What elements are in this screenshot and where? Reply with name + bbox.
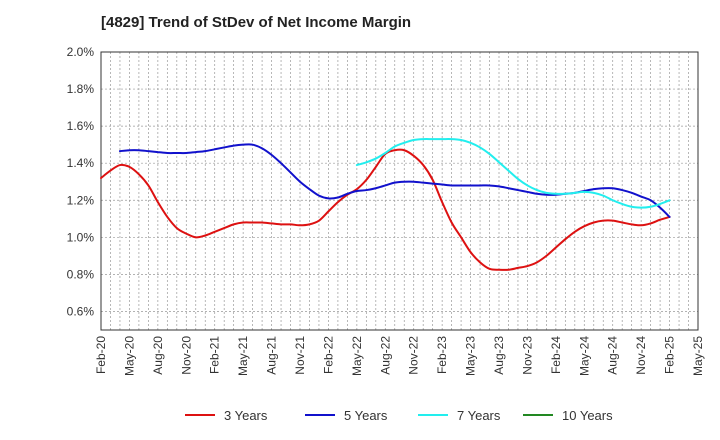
legend: 3 Years 5 Years 7 Years 10 Years (185, 408, 613, 423)
plot-area (101, 52, 698, 330)
x-tick-label: Aug-22 (378, 336, 392, 375)
y-tick-label: 1.8% (67, 82, 95, 96)
x-tick-label: May-22 (350, 336, 364, 376)
series-layer (100, 138, 671, 271)
legend-label-3-years: 3 Years (224, 408, 268, 423)
x-tick-label: May-23 (464, 336, 478, 376)
x-tick-label: Feb-24 (549, 336, 563, 374)
x-tick-label: May-24 (577, 336, 591, 376)
y-tick-label: 2.0% (67, 45, 95, 59)
x-tick-label: Aug-23 (492, 336, 506, 375)
x-tick-label: May-20 (122, 336, 136, 376)
x-tick-label: Nov-24 (634, 336, 648, 375)
x-tick-label: Nov-22 (407, 336, 421, 375)
series-line-7-years (355, 138, 671, 209)
chart-title: [4829] Trend of StDev of Net Income Marg… (101, 14, 412, 31)
x-tick-label: Feb-23 (435, 336, 449, 374)
x-tick-label: Feb-22 (321, 336, 335, 374)
y-tick-label: 1.4% (67, 156, 95, 170)
grid-layer (101, 52, 698, 330)
y-tick-label: 0.8% (67, 267, 95, 281)
x-tick-label: May-25 (691, 336, 705, 376)
x-tick-label: Feb-21 (208, 336, 222, 374)
x-tick-label: Nov-20 (179, 336, 193, 375)
y-tick-label: 0.6% (67, 304, 95, 318)
legend-label-5-years: 5 Years (344, 408, 388, 423)
x-tick-label: Nov-21 (293, 336, 307, 375)
y-tick-label: 1.0% (67, 230, 95, 244)
legend-label-7-years: 7 Years (457, 408, 501, 423)
x-tick-label: Nov-23 (520, 336, 534, 375)
x-tick-label: Feb-20 (94, 336, 108, 374)
y-tick-label: 1.6% (67, 119, 95, 133)
x-tick-label: Aug-21 (265, 336, 279, 375)
x-tick-label: Feb-25 (663, 336, 677, 374)
y-tick-label: 1.2% (67, 193, 95, 207)
x-tick-label: Aug-24 (606, 336, 620, 375)
x-tick-label: May-21 (236, 336, 250, 376)
axis-layer: 0.6% 0.8% 1.0% 1.2% 1.4% 1.6% 1.8% 2.0% Feb-20 Ma… (67, 45, 705, 376)
legend-label-10-years: 10 Years (562, 408, 613, 423)
plot-border (100, 51, 699, 331)
x-tick-label: Aug-20 (151, 336, 165, 375)
